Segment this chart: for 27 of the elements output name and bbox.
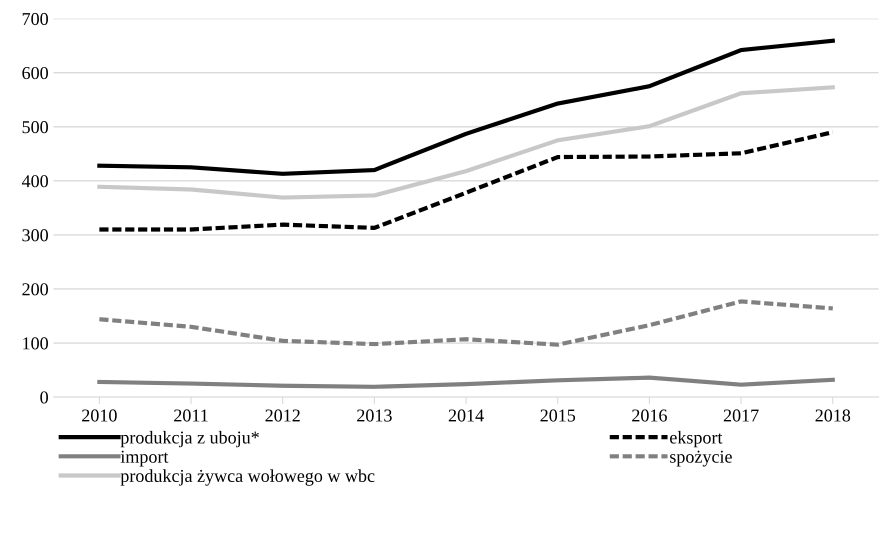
x-tick-label: 2012 bbox=[265, 409, 300, 422]
line-series bbox=[97, 376, 835, 389]
x-tick-label: 2017 bbox=[724, 409, 759, 422]
x-tick-label: 2010 bbox=[82, 409, 117, 422]
y-tick-label: 400 bbox=[22, 175, 48, 188]
legend-label: import bbox=[120, 450, 168, 466]
legend-label: produkcja z uboju* bbox=[120, 430, 259, 448]
x-tick-label: 2011 bbox=[174, 409, 208, 422]
x-tick-label: 2014 bbox=[448, 409, 484, 422]
line-series bbox=[97, 130, 835, 232]
line-series bbox=[97, 85, 835, 200]
x-tick-label: 2013 bbox=[357, 409, 392, 422]
legend-label: produkcja żywca wołowego w wbc bbox=[120, 469, 374, 486]
x-tick-label: 2018 bbox=[816, 409, 850, 422]
y-tick-label: 600 bbox=[22, 66, 48, 80]
y-tick-label: 700 bbox=[22, 12, 48, 26]
y-tick-label: 200 bbox=[22, 283, 48, 296]
y-tick-label: 100 bbox=[23, 337, 48, 350]
y-tick-label: 300 bbox=[22, 229, 48, 242]
x-tick-label: 2016 bbox=[632, 409, 667, 422]
x-tick-label: 2015 bbox=[540, 409, 576, 422]
line-series bbox=[97, 299, 835, 347]
legend-label: spożycie bbox=[670, 450, 732, 467]
legend-label: eksport bbox=[670, 430, 722, 448]
y-tick-label: 0 bbox=[40, 391, 48, 404]
y-tick-label: 500 bbox=[22, 121, 48, 134]
line-series bbox=[97, 38, 835, 176]
